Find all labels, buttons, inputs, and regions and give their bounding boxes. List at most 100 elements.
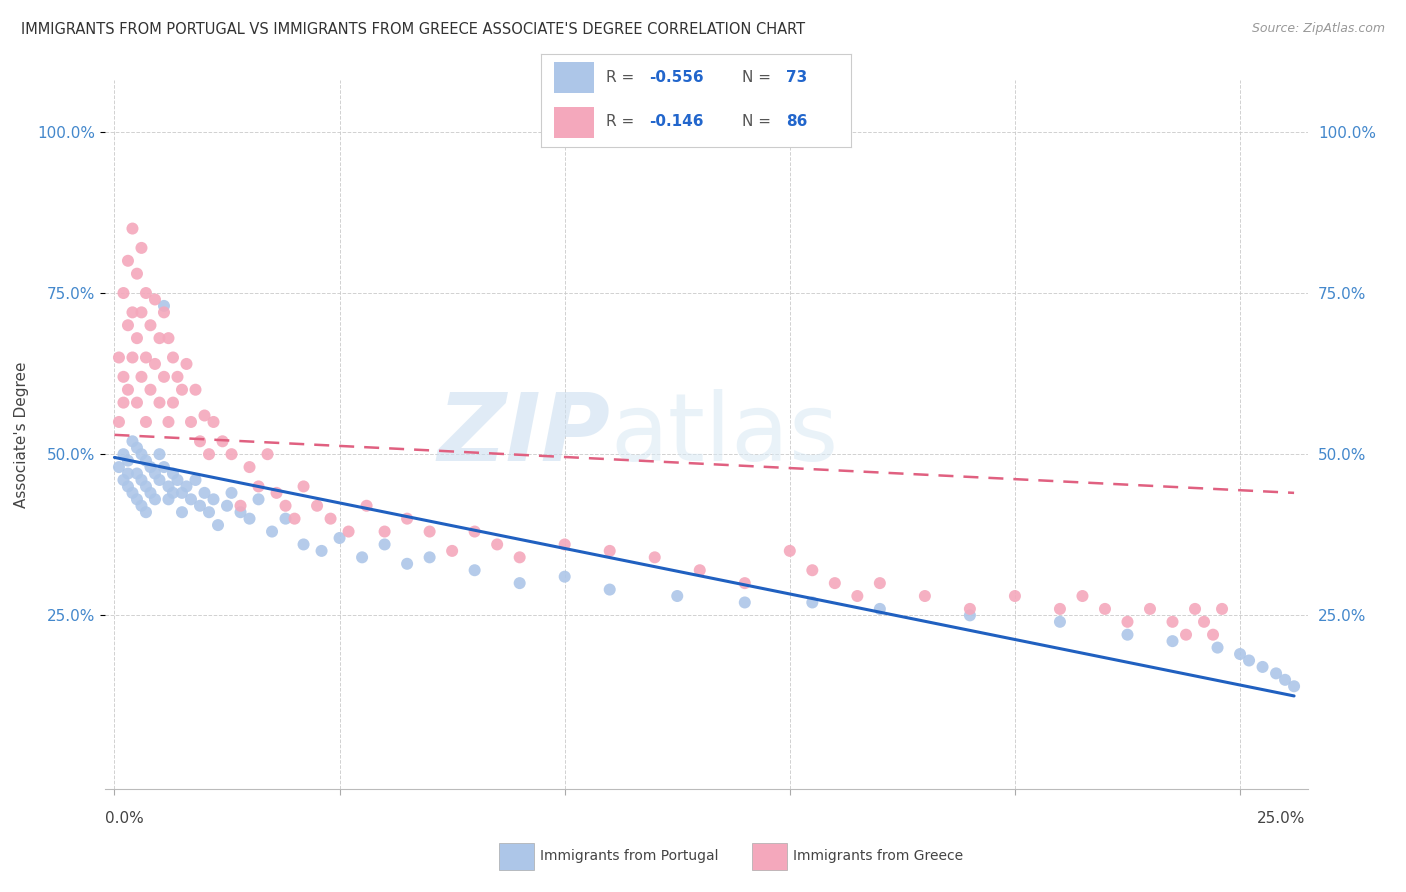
Text: 25.0%: 25.0% <box>1257 812 1305 826</box>
Point <box>441 544 464 558</box>
Point <box>135 453 157 467</box>
Point <box>599 582 621 597</box>
Point <box>1192 615 1215 629</box>
Point <box>135 505 157 519</box>
Point <box>157 331 180 345</box>
Point <box>959 608 981 623</box>
Point <box>125 441 148 455</box>
Point <box>117 318 139 333</box>
Point <box>125 331 148 345</box>
Point <box>1139 602 1161 616</box>
Point <box>112 447 135 461</box>
Point <box>162 486 184 500</box>
Point <box>274 511 297 525</box>
Point <box>1049 615 1071 629</box>
Point <box>1251 660 1274 674</box>
Point <box>125 492 148 507</box>
Point <box>143 293 166 307</box>
Point <box>112 473 135 487</box>
Point <box>374 537 396 551</box>
Text: IMMIGRANTS FROM PORTUGAL VS IMMIGRANTS FROM GREECE ASSOCIATE'S DEGREE CORRELATIO: IMMIGRANTS FROM PORTUGAL VS IMMIGRANTS F… <box>21 22 806 37</box>
Point <box>153 305 176 319</box>
Point <box>139 383 162 397</box>
Point <box>121 351 143 365</box>
Point <box>464 563 486 577</box>
Point <box>108 415 131 429</box>
Point <box>238 460 260 475</box>
Point <box>247 492 270 507</box>
Point <box>180 415 202 429</box>
Point <box>131 369 153 384</box>
Text: 0.0%: 0.0% <box>105 812 145 826</box>
Point <box>221 447 243 461</box>
Point <box>734 595 756 609</box>
Point <box>256 447 278 461</box>
Point <box>464 524 486 539</box>
Point <box>1237 653 1260 667</box>
Point <box>1161 634 1184 648</box>
Point <box>135 351 157 365</box>
Point <box>193 486 215 500</box>
Point <box>1229 647 1251 661</box>
Point <box>221 486 243 500</box>
Point <box>599 544 621 558</box>
Point <box>266 486 288 500</box>
Point <box>125 395 148 409</box>
Text: ZIP: ZIP <box>437 389 610 481</box>
Point <box>143 357 166 371</box>
Point <box>188 434 211 449</box>
Point <box>117 467 139 481</box>
Point <box>666 589 689 603</box>
Point <box>337 524 360 539</box>
Text: 73: 73 <box>786 70 807 85</box>
Text: -0.146: -0.146 <box>650 114 704 129</box>
Point <box>509 550 531 565</box>
Point <box>157 479 180 493</box>
Point <box>135 415 157 429</box>
Point <box>125 267 148 281</box>
Point <box>153 460 176 475</box>
Point <box>292 479 315 493</box>
Point <box>274 499 297 513</box>
Point <box>419 524 441 539</box>
Point <box>170 505 193 519</box>
Point <box>153 369 176 384</box>
Point <box>139 460 162 475</box>
Point <box>229 499 252 513</box>
Point <box>260 524 283 539</box>
Point <box>157 492 180 507</box>
Point <box>135 286 157 301</box>
Point <box>131 305 153 319</box>
Point <box>112 395 135 409</box>
Point <box>959 602 981 616</box>
Point <box>193 409 215 423</box>
Point <box>143 467 166 481</box>
Point <box>307 499 329 513</box>
Point <box>352 550 374 565</box>
Text: N =: N = <box>742 114 776 129</box>
Point <box>1282 679 1305 693</box>
Point <box>1116 615 1139 629</box>
Point <box>131 499 153 513</box>
Point <box>131 473 153 487</box>
Point <box>148 331 170 345</box>
Text: Immigrants from Portugal: Immigrants from Portugal <box>540 849 718 863</box>
Point <box>356 499 378 513</box>
Point <box>170 486 193 500</box>
Point <box>1071 589 1094 603</box>
Point <box>1175 628 1198 642</box>
Point <box>117 479 139 493</box>
Point <box>148 447 170 461</box>
Point <box>283 511 305 525</box>
Point <box>486 537 509 551</box>
Point <box>801 595 824 609</box>
Point <box>215 499 238 513</box>
Text: R =: R = <box>606 70 640 85</box>
FancyBboxPatch shape <box>554 107 593 138</box>
Point <box>202 415 225 429</box>
Point <box>135 479 157 493</box>
Point <box>1094 602 1116 616</box>
Point <box>198 447 221 461</box>
Point <box>166 369 188 384</box>
Text: atlas: atlas <box>610 389 838 481</box>
